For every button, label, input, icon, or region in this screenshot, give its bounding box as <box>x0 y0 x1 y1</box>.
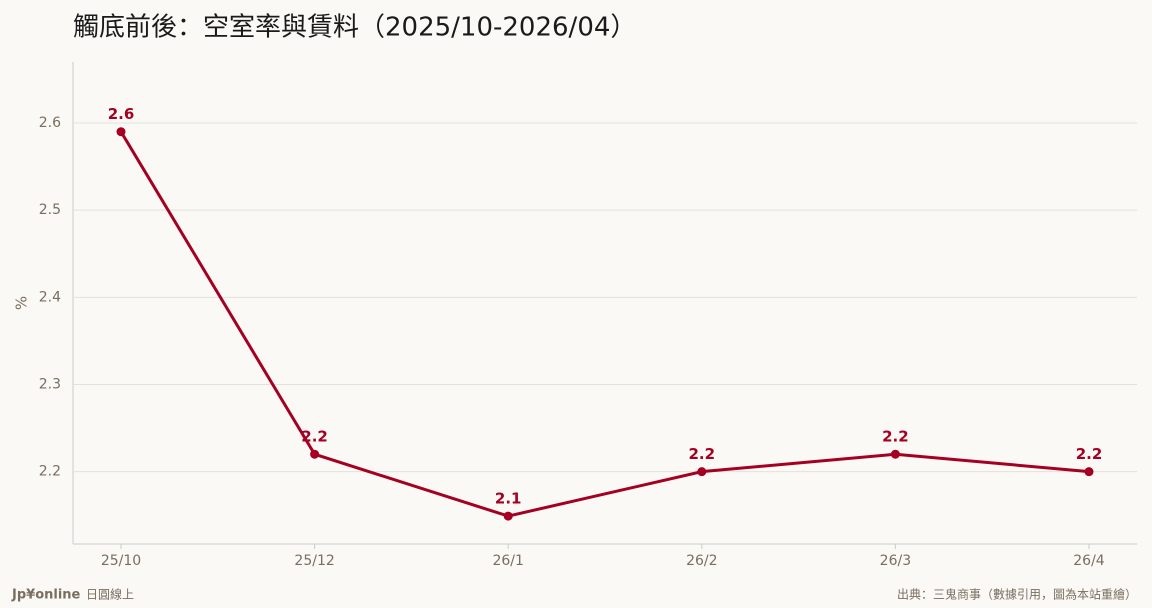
series-line <box>119 130 1090 518</box>
chart-title: 觸底前後：空室率與賃料（2025/10-2026/04） <box>73 13 636 43</box>
point <box>503 511 513 521</box>
x-tick-label: 25/10 <box>101 553 141 569</box>
x-tick-label: 26/2 <box>686 553 717 569</box>
y-tick-label: 2.3 <box>39 376 61 392</box>
point <box>697 467 707 477</box>
footer-brand: Jp¥online <box>11 588 81 603</box>
y-axis-label: % <box>13 296 31 310</box>
x-tick-label: 25/12 <box>294 553 334 569</box>
y-tick-label: 2.2 <box>39 464 61 480</box>
y-tick-label: 2.6 <box>39 115 61 131</box>
data-label: 2.6 <box>108 105 135 123</box>
y-tick-label: 2.5 <box>39 202 61 218</box>
point <box>116 127 126 137</box>
footer-source: 出典：三鬼商事（數據引用，圖為本站重繪） <box>897 587 1137 602</box>
point <box>890 449 900 459</box>
y-tick-label: 2.4 <box>39 289 61 305</box>
data-label: 2.2 <box>301 428 328 446</box>
footer-brand-sub: 日圓線上 <box>86 587 134 602</box>
data-label: 2.2 <box>1076 445 1103 463</box>
data-label: 2.2 <box>689 445 716 463</box>
x-tick-label: 26/4 <box>1073 553 1105 569</box>
x-tick-label: 26/1 <box>492 553 523 569</box>
point <box>310 449 320 459</box>
data-label: 2.1 <box>495 490 522 508</box>
x-tick-label: 26/3 <box>880 553 911 569</box>
point <box>1084 467 1094 477</box>
data-label: 2.2 <box>882 428 909 446</box>
